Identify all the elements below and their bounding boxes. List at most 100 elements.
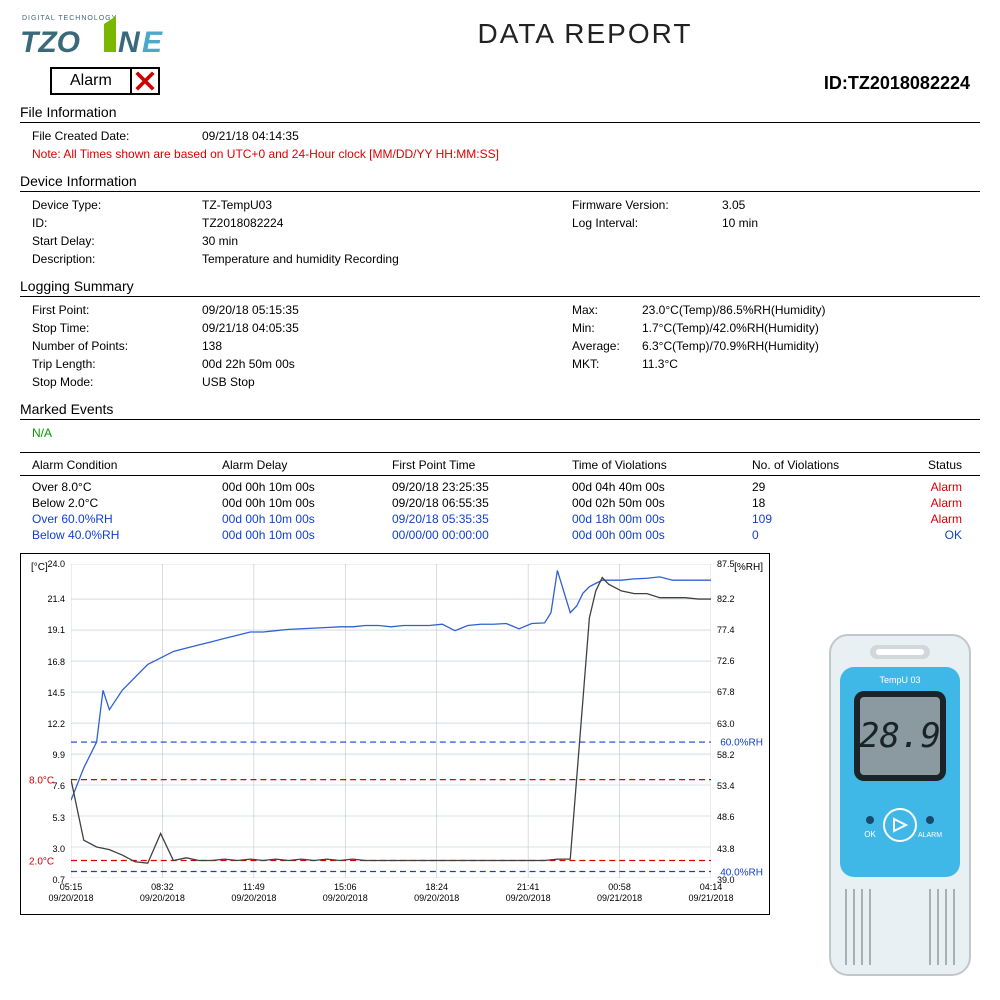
x-tick: 04:1409/21/2018 xyxy=(676,882,746,904)
report-id: ID:TZ2018082224 xyxy=(20,73,980,94)
kv-row: Stop Mode:USB Stop xyxy=(32,373,572,391)
alarm-col-header: Alarm Delay xyxy=(222,458,392,472)
alarm-cell: OK xyxy=(902,528,962,542)
alarm-cell: 00d 04h 40m 00s xyxy=(572,480,752,494)
kv-label: Average: xyxy=(572,337,642,355)
kv-value: TZ-TempU03 xyxy=(202,196,272,214)
kv-row: Firmware Version:3.05 xyxy=(572,196,980,214)
y-tick: 58.2 xyxy=(717,750,735,760)
chart-plot-area xyxy=(71,564,711,878)
svg-text:OK: OK xyxy=(864,830,876,839)
y-tick: 3.0 xyxy=(52,844,65,854)
section-device-info: Device Information xyxy=(20,173,980,192)
y-tick: 9.9 xyxy=(52,750,65,760)
marked-events-na: N/A xyxy=(32,424,980,442)
alarm-cell: 29 xyxy=(752,480,902,494)
alarm-cell: 00d 00h 00m 00s xyxy=(572,528,752,542)
file-info-block: File Created Date: 09/21/18 04:14:35 Not… xyxy=(20,127,980,163)
kv-value: 10 min xyxy=(722,214,758,232)
kv-row: Number of Points:138 xyxy=(32,337,572,355)
kv-value: 09/21/18 04:05:35 xyxy=(202,319,299,337)
section-logging: Logging Summary xyxy=(20,278,980,297)
threshold-label: 2.0°C xyxy=(29,857,54,868)
device-info-block: Device Type:TZ-TempU03ID:TZ2018082224Sta… xyxy=(20,196,980,268)
kv-value: 23.0°C(Temp)/86.5%RH(Humidity) xyxy=(642,301,826,319)
y-tick: 82.2 xyxy=(717,594,735,604)
kv-row: MKT:11.3°C xyxy=(572,355,980,373)
report-title: DATA REPORT xyxy=(190,18,980,50)
y-tick: 63.0 xyxy=(717,719,735,729)
alarm-cell: Over 8.0°C xyxy=(32,480,222,494)
alarm-row: Below 40.0%RH00d 00h 10m 00s00/00/00 00:… xyxy=(20,527,980,543)
y-tick: 16.8 xyxy=(47,657,65,667)
file-created-label: File Created Date: xyxy=(32,127,202,145)
kv-label: Firmware Version: xyxy=(572,196,722,214)
kv-row: Description:Temperature and humidity Rec… xyxy=(32,250,572,268)
x-tick: 00:5809/21/2018 xyxy=(585,882,655,904)
alarm-cell: 00d 00h 10m 00s xyxy=(222,528,392,542)
x-tick: 08:3209/20/2018 xyxy=(127,882,197,904)
alarm-cell: Alarm xyxy=(902,496,962,510)
alarm-status-box: Alarm xyxy=(50,67,160,95)
kv-label: ID: xyxy=(32,214,202,232)
kv-label: Stop Time: xyxy=(32,319,202,337)
kv-value: 1.7°C(Temp)/42.0%RH(Humidity) xyxy=(642,319,819,337)
y-tick: 72.6 xyxy=(717,656,735,666)
kv-row: Device Type:TZ-TempU03 xyxy=(32,196,572,214)
y-tick: 5.3 xyxy=(52,813,65,823)
kv-value: 3.05 xyxy=(722,196,745,214)
x-tick: 18:2409/20/2018 xyxy=(402,882,472,904)
kv-row: Min:1.7°C(Temp)/42.0%RH(Humidity) xyxy=(572,319,980,337)
svg-text:28.9: 28.9 xyxy=(859,716,941,756)
alarm-col-header: Alarm Condition xyxy=(32,458,222,472)
kv-value: USB Stop xyxy=(202,373,255,391)
y-tick: 43.8 xyxy=(717,844,735,854)
alarm-cell: 18 xyxy=(752,496,902,510)
kv-label: Stop Mode: xyxy=(32,373,202,391)
chart-container: [°C] [%RH] 24.021.419.116.814.512.29.97.… xyxy=(20,553,770,915)
x-tick: 05:1509/20/2018 xyxy=(36,882,106,904)
svg-text:TZO: TZO xyxy=(20,26,80,59)
kv-row: First Point:09/20/18 05:15:35 xyxy=(32,301,572,319)
alarm-col-header: Time of Violations xyxy=(572,458,752,472)
svg-text:TempU 03: TempU 03 xyxy=(879,675,920,685)
y-axis-left: 24.021.419.116.814.512.29.97.65.33.00.7 xyxy=(21,564,69,878)
kv-row: Log Interval:10 min xyxy=(572,214,980,232)
y-tick: 53.4 xyxy=(717,781,735,791)
svg-text:ALARM: ALARM xyxy=(918,832,942,839)
svg-text:N: N xyxy=(118,26,141,59)
kv-label: Device Type: xyxy=(32,196,202,214)
y-tick: 14.5 xyxy=(47,688,65,698)
alarm-cell: 00d 00h 10m 00s xyxy=(222,496,392,510)
alarm-cell: Alarm xyxy=(902,480,962,494)
section-marked-events: Marked Events xyxy=(20,401,980,420)
kv-row: Trip Length:00d 22h 50m 00s xyxy=(32,355,572,373)
alarm-cell: Alarm xyxy=(902,512,962,526)
alarm-cell: 00d 00h 10m 00s xyxy=(222,512,392,526)
y-tick: 48.6 xyxy=(717,812,735,822)
alarm-table: Alarm ConditionAlarm DelayFirst Point Ti… xyxy=(20,452,980,543)
y-tick: 77.4 xyxy=(717,625,735,635)
alarm-col-header: Status xyxy=(902,458,962,472)
alarm-row: Over 8.0°C00d 00h 10m 00s09/20/18 23:25:… xyxy=(20,479,980,495)
device-photo: TempU 03 28.9 OK ALARM xyxy=(820,625,980,988)
kv-value: Temperature and humidity Recording xyxy=(202,250,399,268)
kv-row: Start Delay:30 min xyxy=(32,232,572,250)
kv-value: 6.3°C(Temp)/70.9%RH(Humidity) xyxy=(642,337,819,355)
y-tick: 21.4 xyxy=(47,594,65,604)
alarm-table-header: Alarm ConditionAlarm DelayFirst Point Ti… xyxy=(20,457,980,476)
y-axis-right: 87.582.277.472.667.863.058.253.448.643.8… xyxy=(713,564,769,878)
logo-tagline: DIGITAL TECHNOLOGY xyxy=(22,15,117,22)
file-created-value: 09/21/18 04:14:35 xyxy=(202,127,299,145)
alarm-cell: 0 xyxy=(752,528,902,542)
y-tick: 19.1 xyxy=(47,625,65,635)
logging-block: First Point:09/20/18 05:15:35Stop Time:0… xyxy=(20,301,980,391)
alarm-cell: 09/20/18 05:35:35 xyxy=(392,512,572,526)
alarm-cell: 09/20/18 23:25:35 xyxy=(392,480,572,494)
svg-text:E: E xyxy=(142,26,163,59)
kv-label: Description: xyxy=(32,250,202,268)
alarm-row: Over 60.0%RH00d 00h 10m 00s09/20/18 05:3… xyxy=(20,511,980,527)
kv-label: Min: xyxy=(572,319,642,337)
alarm-cell: 00d 02h 50m 00s xyxy=(572,496,752,510)
alarm-cell: Over 60.0%RH xyxy=(32,512,222,526)
